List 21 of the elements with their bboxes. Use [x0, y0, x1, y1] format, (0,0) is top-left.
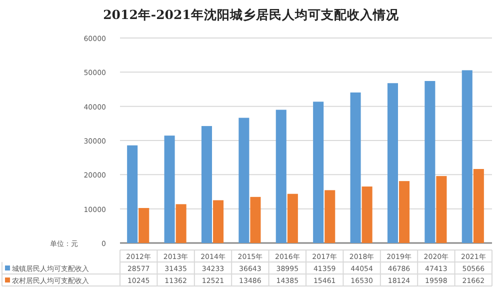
bar	[462, 70, 472, 243]
bar	[436, 176, 447, 243]
bar	[387, 83, 398, 243]
bar	[473, 168, 484, 243]
chart-title: 2012年-2021年沈阳城乡居民人均可支配收入情况	[103, 7, 400, 22]
bar	[424, 81, 436, 243]
bar	[201, 126, 212, 243]
bar	[176, 204, 186, 243]
bar	[350, 92, 361, 243]
bar	[313, 102, 324, 243]
bar	[127, 145, 138, 243]
bar	[250, 196, 261, 243]
bar	[213, 200, 224, 243]
bar	[238, 118, 250, 243]
bar	[138, 208, 150, 243]
bar	[362, 186, 372, 243]
bar	[287, 194, 298, 243]
bar	[276, 110, 286, 243]
bar	[324, 190, 336, 243]
bar	[399, 181, 410, 243]
bar	[164, 136, 175, 243]
